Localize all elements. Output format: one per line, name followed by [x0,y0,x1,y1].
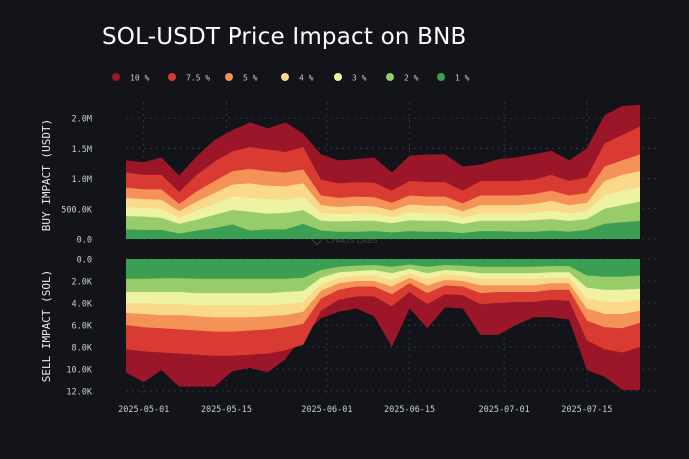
sell-impact-areas [126,259,640,390]
sell-tick-label: 4.0K [72,300,93,310]
legend-label: 3 % [352,74,367,83]
watermark-text: CHAOS LABS [326,236,377,245]
legend-item: 7.5 % [168,73,210,83]
legend-label: 7.5 % [186,74,210,83]
buy-tick-label: 1.5M [72,145,92,155]
buy-tick-label: 500.0K [61,205,93,215]
x-tick-label: 2025-06-01 [301,405,352,415]
sell-tick-label: 2.0K [72,278,93,288]
buy-tick-label: 0.0 [77,236,92,246]
sell-tick-label: 8.0K [72,344,93,354]
legend-swatch [168,73,176,81]
legend-swatch [334,73,342,81]
x-tick-label: 2025-07-15 [561,405,612,415]
x-tick-label: 2025-06-15 [384,405,435,415]
buy-area-pct2 [126,201,640,239]
legend-item: 10 % [112,73,149,83]
buy-tick-label: 1.0M [72,175,92,185]
legend: 10 % 7.5 % 5 % 4 % 3 % 2 % 1 % [112,73,470,83]
sell-y-axis-label: SELL IMPACT (SOL) [40,270,53,383]
legend-item: 2 % [386,73,419,83]
legend-label: 1 % [455,74,470,83]
buy-y-axis-label: BUY IMPACT (USDT) [40,119,53,232]
legend-swatch [225,73,233,81]
sell-tick-label: 12.0K [66,388,92,398]
legend-label: 5 % [243,74,258,83]
legend-item: 1 % [437,73,470,83]
buy-impact-areas [126,104,640,239]
sell-area-pct1 [126,259,640,279]
x-axis: 2025-05-01 2025-05-15 2025-06-01 2025-06-15… [118,405,612,415]
legend-item: 3 % [334,73,367,83]
legend-swatch [112,73,120,81]
legend-item: 4 % [281,73,314,83]
legend-item: 5 % [225,73,258,83]
buy-y-axis: 0.0 500.0K 1.0M 1.5M 2.0M [61,115,93,246]
sell-tick-label: 0.0 [77,256,92,266]
x-tick-label: 2025-05-15 [201,405,252,415]
legend-swatch [386,73,394,81]
buy-area-pct1 [126,220,640,239]
chart-title: SOL-USDT Price Impact on BNB [102,24,467,50]
sell-y-axis: 0.0 2.0K 4.0K 6.0K 8.0K 10.0K 12.0K [66,256,92,398]
watermark: CHAOS LABS [310,232,377,246]
legend-label: 10 % [130,74,149,83]
watermark-logo-icon [310,232,324,246]
legend-label: 4 % [299,74,314,83]
sell-tick-label: 10.0K [66,366,92,376]
legend-label: 2 % [404,74,419,83]
buy-tick-label: 2.0M [72,115,92,125]
legend-swatch [437,73,445,81]
x-tick-label: 2025-05-01 [118,405,169,415]
legend-swatch [281,73,289,81]
sell-tick-label: 6.0K [72,322,93,332]
x-tick-label: 2025-07-01 [479,405,530,415]
